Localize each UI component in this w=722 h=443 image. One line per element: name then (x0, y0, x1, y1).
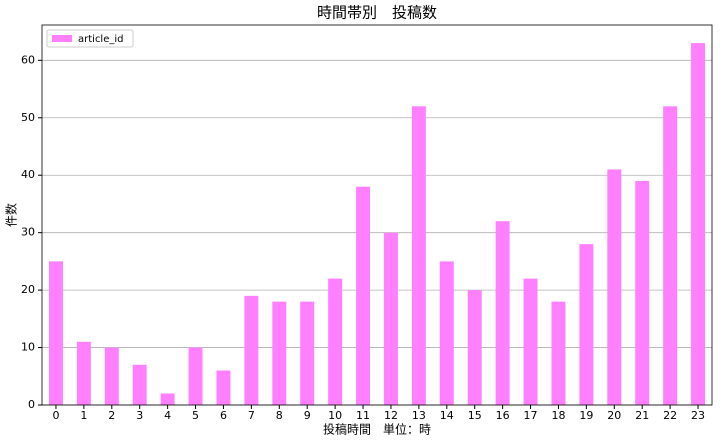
bar (328, 278, 343, 405)
x-tick-label: 16 (496, 409, 510, 422)
y-tick-label: 30 (21, 226, 35, 239)
x-tick-label: 1 (80, 409, 87, 422)
x-axis-label: 投稿時間 単位：時 (323, 422, 431, 437)
bar (48, 261, 63, 405)
bar (663, 106, 678, 405)
x-tick-label: 8 (276, 409, 283, 422)
legend-label: article_id (78, 34, 124, 45)
x-tick-label: 4 (164, 409, 171, 422)
plot-frame (41, 24, 713, 406)
legend-swatch (52, 35, 72, 42)
bar (356, 186, 371, 405)
bar (635, 180, 650, 405)
x-tick-label: 6 (220, 409, 227, 422)
x-tick-label: 2 (108, 409, 115, 422)
x-tick-label: 10 (328, 409, 342, 422)
x-tick-label: 7 (248, 409, 255, 422)
y-tick-label: 10 (21, 341, 35, 354)
bar (104, 347, 119, 405)
chart-title: 時間帯別 投稿数 (317, 4, 437, 22)
x-tick-label: 18 (551, 409, 565, 422)
bar (272, 301, 287, 405)
x-tick-label: 3 (136, 409, 143, 422)
x-tick-label: 21 (635, 409, 649, 422)
bar (76, 341, 91, 405)
bar (439, 261, 454, 405)
legend-box (46, 29, 134, 48)
bar (467, 290, 482, 405)
bar (495, 221, 510, 405)
bar (691, 43, 706, 405)
x-tick-label: 17 (524, 409, 538, 422)
x-tick-label: 9 (304, 409, 311, 422)
bar (551, 301, 566, 405)
bar (216, 370, 231, 405)
y-tick-label: 40 (21, 168, 35, 181)
x-tick-label: 13 (412, 409, 426, 422)
bar (607, 169, 622, 405)
bar (523, 278, 538, 405)
y-tick-label: 50 (21, 111, 35, 124)
x-tick-label: 19 (579, 409, 593, 422)
bar (579, 244, 594, 405)
y-tick-label: 60 (21, 53, 35, 66)
x-tick-label: 11 (356, 409, 370, 422)
bar (160, 393, 175, 405)
y-tick-label: 20 (21, 283, 35, 296)
x-tick-label: 15 (468, 409, 482, 422)
y-axis-label: 件数 (4, 203, 19, 227)
x-tick-label: 12 (384, 409, 398, 422)
bar (132, 364, 147, 405)
y-tick-label: 0 (28, 398, 35, 411)
bar (383, 232, 398, 405)
x-tick-label: 22 (663, 409, 677, 422)
x-tick-label: 23 (691, 409, 705, 422)
bar (244, 295, 259, 405)
x-tick-label: 14 (440, 409, 454, 422)
x-tick-label: 0 (52, 409, 59, 422)
x-tick-label: 20 (607, 409, 621, 422)
bar (188, 347, 203, 405)
x-tick-label: 5 (192, 409, 199, 422)
bar (411, 106, 426, 405)
bar (300, 301, 315, 405)
